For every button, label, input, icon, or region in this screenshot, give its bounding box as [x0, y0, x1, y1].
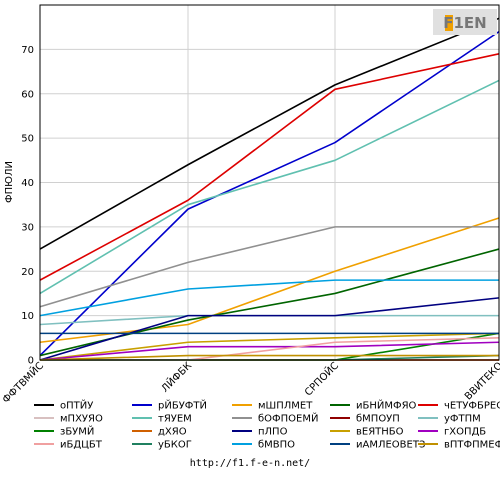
legend-label: мПХУЯО — [60, 414, 103, 425]
y-tick-label: 20 — [21, 267, 34, 278]
legend-label: зБУМЙ — [60, 425, 94, 438]
series-line — [39, 341, 500, 361]
y-tick-label: 70 — [21, 45, 34, 56]
series-line — [39, 354, 499, 361]
y-tick-label: 50 — [21, 134, 34, 145]
legend-label: иБДЦБТ — [60, 440, 103, 451]
series-line — [39, 279, 499, 317]
y-tick-label: 30 — [21, 222, 34, 233]
series-line — [39, 297, 500, 361]
f1en-logo: F1EN — [433, 9, 497, 35]
legend-label: чЕТУФБРЕО — [444, 401, 500, 412]
plot-frame — [39, 4, 500, 361]
legend-label: иАМЛЕОВЕТЗ — [356, 440, 425, 451]
y-tick-label: 40 — [21, 178, 34, 189]
y-axis-title: ФПЮЛИ — [4, 161, 15, 203]
series-line — [39, 226, 499, 308]
series-line — [39, 30, 500, 357]
logo-text: F1EN — [443, 14, 486, 32]
series-line — [39, 53, 500, 281]
y-tick-labels: 0 10 20 30 40 50 60 70 — [21, 45, 34, 367]
series-line — [39, 17, 500, 250]
y-tick-label: 10 — [21, 311, 34, 322]
legend-label: бМВПО — [258, 440, 295, 451]
legend-label: бОФПОЕМЙ — [258, 412, 318, 425]
axes — [39, 4, 500, 361]
legend-label: иБНЙМФЯО — [356, 399, 417, 412]
legend-label: уФТПМ — [444, 414, 481, 425]
legend: оПТЙУ рЙБУФТЙ мШПЛМЕТ иБНЙМФЯО чЕТУФБРЕО мПХУ… — [34, 399, 500, 451]
legend-label: пЛПО — [258, 427, 288, 438]
footer-url[interactable]: http://f1.f-e-n.net/ — [189, 458, 311, 469]
series-line — [39, 332, 500, 361]
series-line — [39, 79, 500, 295]
y-tick-label: 0 — [28, 356, 34, 367]
legend-label: дХЯО — [158, 427, 187, 438]
legend-label: тЯУЕМ — [158, 414, 192, 425]
legend-label: гХОПДБ — [444, 427, 486, 438]
legend-label: вЕЯТНБО — [356, 427, 404, 438]
legend-label: мШПЛМЕТ — [258, 401, 313, 412]
legend-label: рЙБУФТЙ — [158, 399, 207, 412]
legend-label: уБКОГ — [158, 440, 192, 451]
legend-label: оПТЙУ — [60, 399, 93, 412]
legend-label: бМПОУП — [356, 414, 400, 425]
y-tick-label: 60 — [21, 89, 34, 100]
legend-label: вПТФПМЕФП — [444, 440, 500, 451]
